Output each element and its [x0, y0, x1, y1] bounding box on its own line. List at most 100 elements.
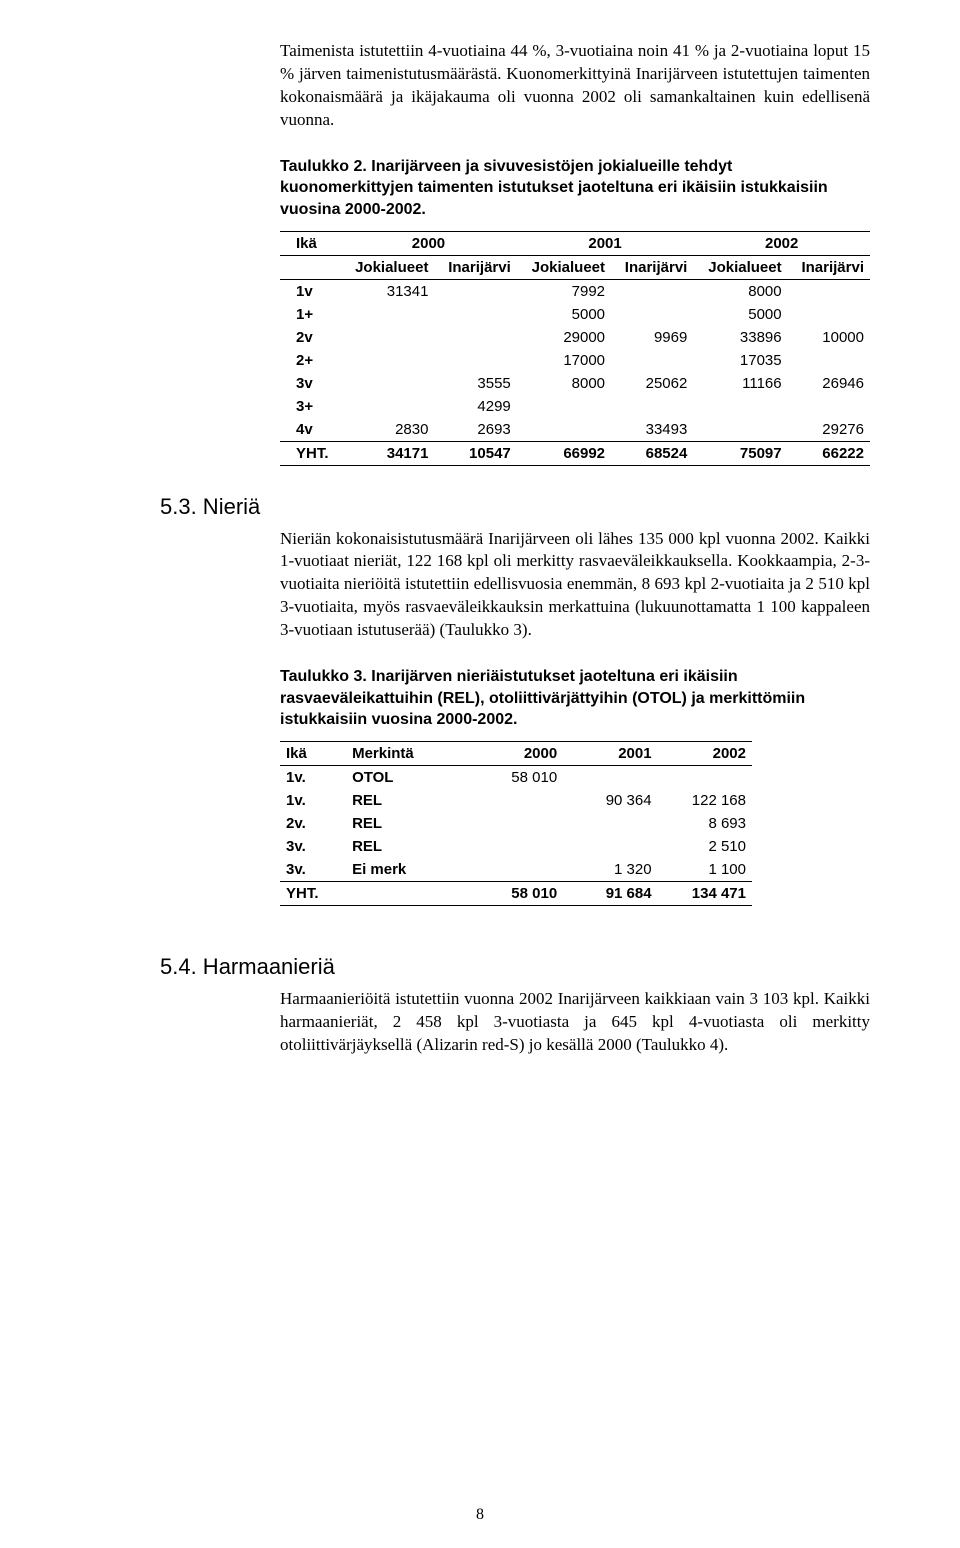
table-cell: 8000	[693, 279, 787, 303]
page-number: 8	[0, 1506, 960, 1524]
table-2-subheader-row: Jokialueet Inarijärvi Jokialueet Inarijä…	[280, 255, 870, 279]
table-2-sub-0: Jokialueet	[340, 255, 434, 279]
table-3-hdr-4: 2002	[658, 742, 752, 766]
table-row: 2v2900099693389610000	[280, 326, 870, 349]
table-cell	[611, 395, 693, 418]
table-row: 3+ 4299	[280, 395, 870, 418]
table-2-sub-5: Inarijärvi	[788, 255, 870, 279]
table-cell: 4299	[434, 395, 516, 418]
intro-paragraph-block: Taimenista istutettiin 4-vuotiaina 44 %,…	[280, 40, 870, 466]
table-cell: 58 010	[469, 766, 563, 790]
table-cell	[340, 303, 434, 326]
table-cell: 2v.	[280, 812, 346, 835]
table-cell: REL	[346, 789, 469, 812]
table-cell: YHT.	[280, 441, 340, 465]
table-cell: 1v.	[280, 766, 346, 790]
table-2-title: Taulukko 2. Inarijärveen ja sivuvesistöj…	[280, 156, 870, 221]
table-cell: 122 168	[658, 789, 752, 812]
table-cell: 26946	[788, 372, 870, 395]
table-cell: 5000	[693, 303, 787, 326]
table-cell: 2 510	[658, 835, 752, 858]
table-cell: 2+	[280, 349, 340, 372]
table-cell: 3+	[280, 395, 340, 418]
table-cell	[563, 812, 657, 835]
table-3-hdr-1: Merkintä	[346, 742, 469, 766]
section-5-3-block: Nieriän kokonaisistutusmäärä Inarijärvee…	[280, 528, 870, 906]
table-cell	[469, 835, 563, 858]
table-2-year-2000: 2000	[340, 231, 517, 255]
table-total-row: YHT.341711054766992685247509766222	[280, 441, 870, 465]
table-cell: 10000	[788, 326, 870, 349]
table-cell	[346, 882, 469, 906]
table-cell	[788, 395, 870, 418]
table-cell	[693, 418, 787, 442]
table-2-hdr-ika: Ikä	[280, 231, 340, 255]
table-cell: REL	[346, 812, 469, 835]
table-cell	[469, 789, 563, 812]
table-2-sub-empty	[280, 255, 340, 279]
table-cell	[788, 279, 870, 303]
table-row: 4v28302693 33493 29276	[280, 418, 870, 442]
table-2-sub-4: Jokialueet	[693, 255, 787, 279]
table-3-hdr-3: 2001	[563, 742, 657, 766]
table-cell: 3v.	[280, 835, 346, 858]
table-cell	[517, 395, 611, 418]
table-cell: 17035	[693, 349, 787, 372]
section-5-4-heading: 5.4. Harmaanieriä	[160, 954, 870, 980]
table-cell: 1v	[280, 279, 340, 303]
table-row: 2+ 17000 17035	[280, 349, 870, 372]
table-cell: 91 684	[563, 882, 657, 906]
table-cell: 33493	[611, 418, 693, 442]
table-cell: 8000	[517, 372, 611, 395]
table-cell: 25062	[611, 372, 693, 395]
table-cell: 2693	[434, 418, 516, 442]
table-cell	[693, 395, 787, 418]
table-cell	[611, 279, 693, 303]
table-cell	[611, 303, 693, 326]
table-cell: 31341	[340, 279, 434, 303]
table-cell: 17000	[517, 349, 611, 372]
table-cell	[340, 395, 434, 418]
table-cell: 1+	[280, 303, 340, 326]
table-cell: 90 364	[563, 789, 657, 812]
table-cell	[340, 349, 434, 372]
table-cell: YHT.	[280, 882, 346, 906]
table-cell	[788, 349, 870, 372]
table-cell	[611, 349, 693, 372]
table-cell: 3v	[280, 372, 340, 395]
table-cell: 1 100	[658, 858, 752, 882]
table-3-title: Taulukko 3. Inarijärven nieriäistutukset…	[280, 666, 870, 731]
section-5-3-heading: 5.3. Nieriä	[160, 494, 870, 520]
table-2: Ikä 2000 2001 2002 Jokialueet Inarijärvi…	[280, 231, 870, 466]
table-row: 2v.REL8 693	[280, 812, 752, 835]
table-cell: 33896	[693, 326, 787, 349]
section-5-4-block: Harmaanieriöitä istutettiin vuonna 2002 …	[280, 988, 870, 1057]
table-row: 3v.REL2 510	[280, 835, 752, 858]
table-cell: 7992	[517, 279, 611, 303]
table-row: 3v.Ei merk1 3201 100	[280, 858, 752, 882]
table-cell: 4v	[280, 418, 340, 442]
table-total-row: YHT.58 01091 684134 471	[280, 882, 752, 906]
table-cell: 68524	[611, 441, 693, 465]
table-row: 3v35558000250621116626946	[280, 372, 870, 395]
table-2-header-row: Ikä 2000 2001 2002	[280, 231, 870, 255]
table-cell: 5000	[517, 303, 611, 326]
table-cell: 2v	[280, 326, 340, 349]
table-cell	[434, 303, 516, 326]
table-3-header-row: Ikä Merkintä 2000 2001 2002	[280, 742, 752, 766]
table-cell: 29000	[517, 326, 611, 349]
table-2-year-2001: 2001	[517, 231, 694, 255]
table-cell: 34171	[340, 441, 434, 465]
table-3-hdr-0: Ikä	[280, 742, 346, 766]
table-cell: 134 471	[658, 882, 752, 906]
table-3: Ikä Merkintä 2000 2001 2002 1v.OTOL58 01…	[280, 741, 752, 906]
paragraph-5-4: Harmaanieriöitä istutettiin vuonna 2002 …	[280, 988, 870, 1057]
table-cell	[788, 303, 870, 326]
table-cell: 29276	[788, 418, 870, 442]
table-2-sub-2: Jokialueet	[517, 255, 611, 279]
table-cell: Ei merk	[346, 858, 469, 882]
table-row: 1v.OTOL58 010	[280, 766, 752, 790]
paragraph-1: Taimenista istutettiin 4-vuotiaina 44 %,…	[280, 40, 870, 132]
table-cell: 3v.	[280, 858, 346, 882]
table-cell: 2830	[340, 418, 434, 442]
